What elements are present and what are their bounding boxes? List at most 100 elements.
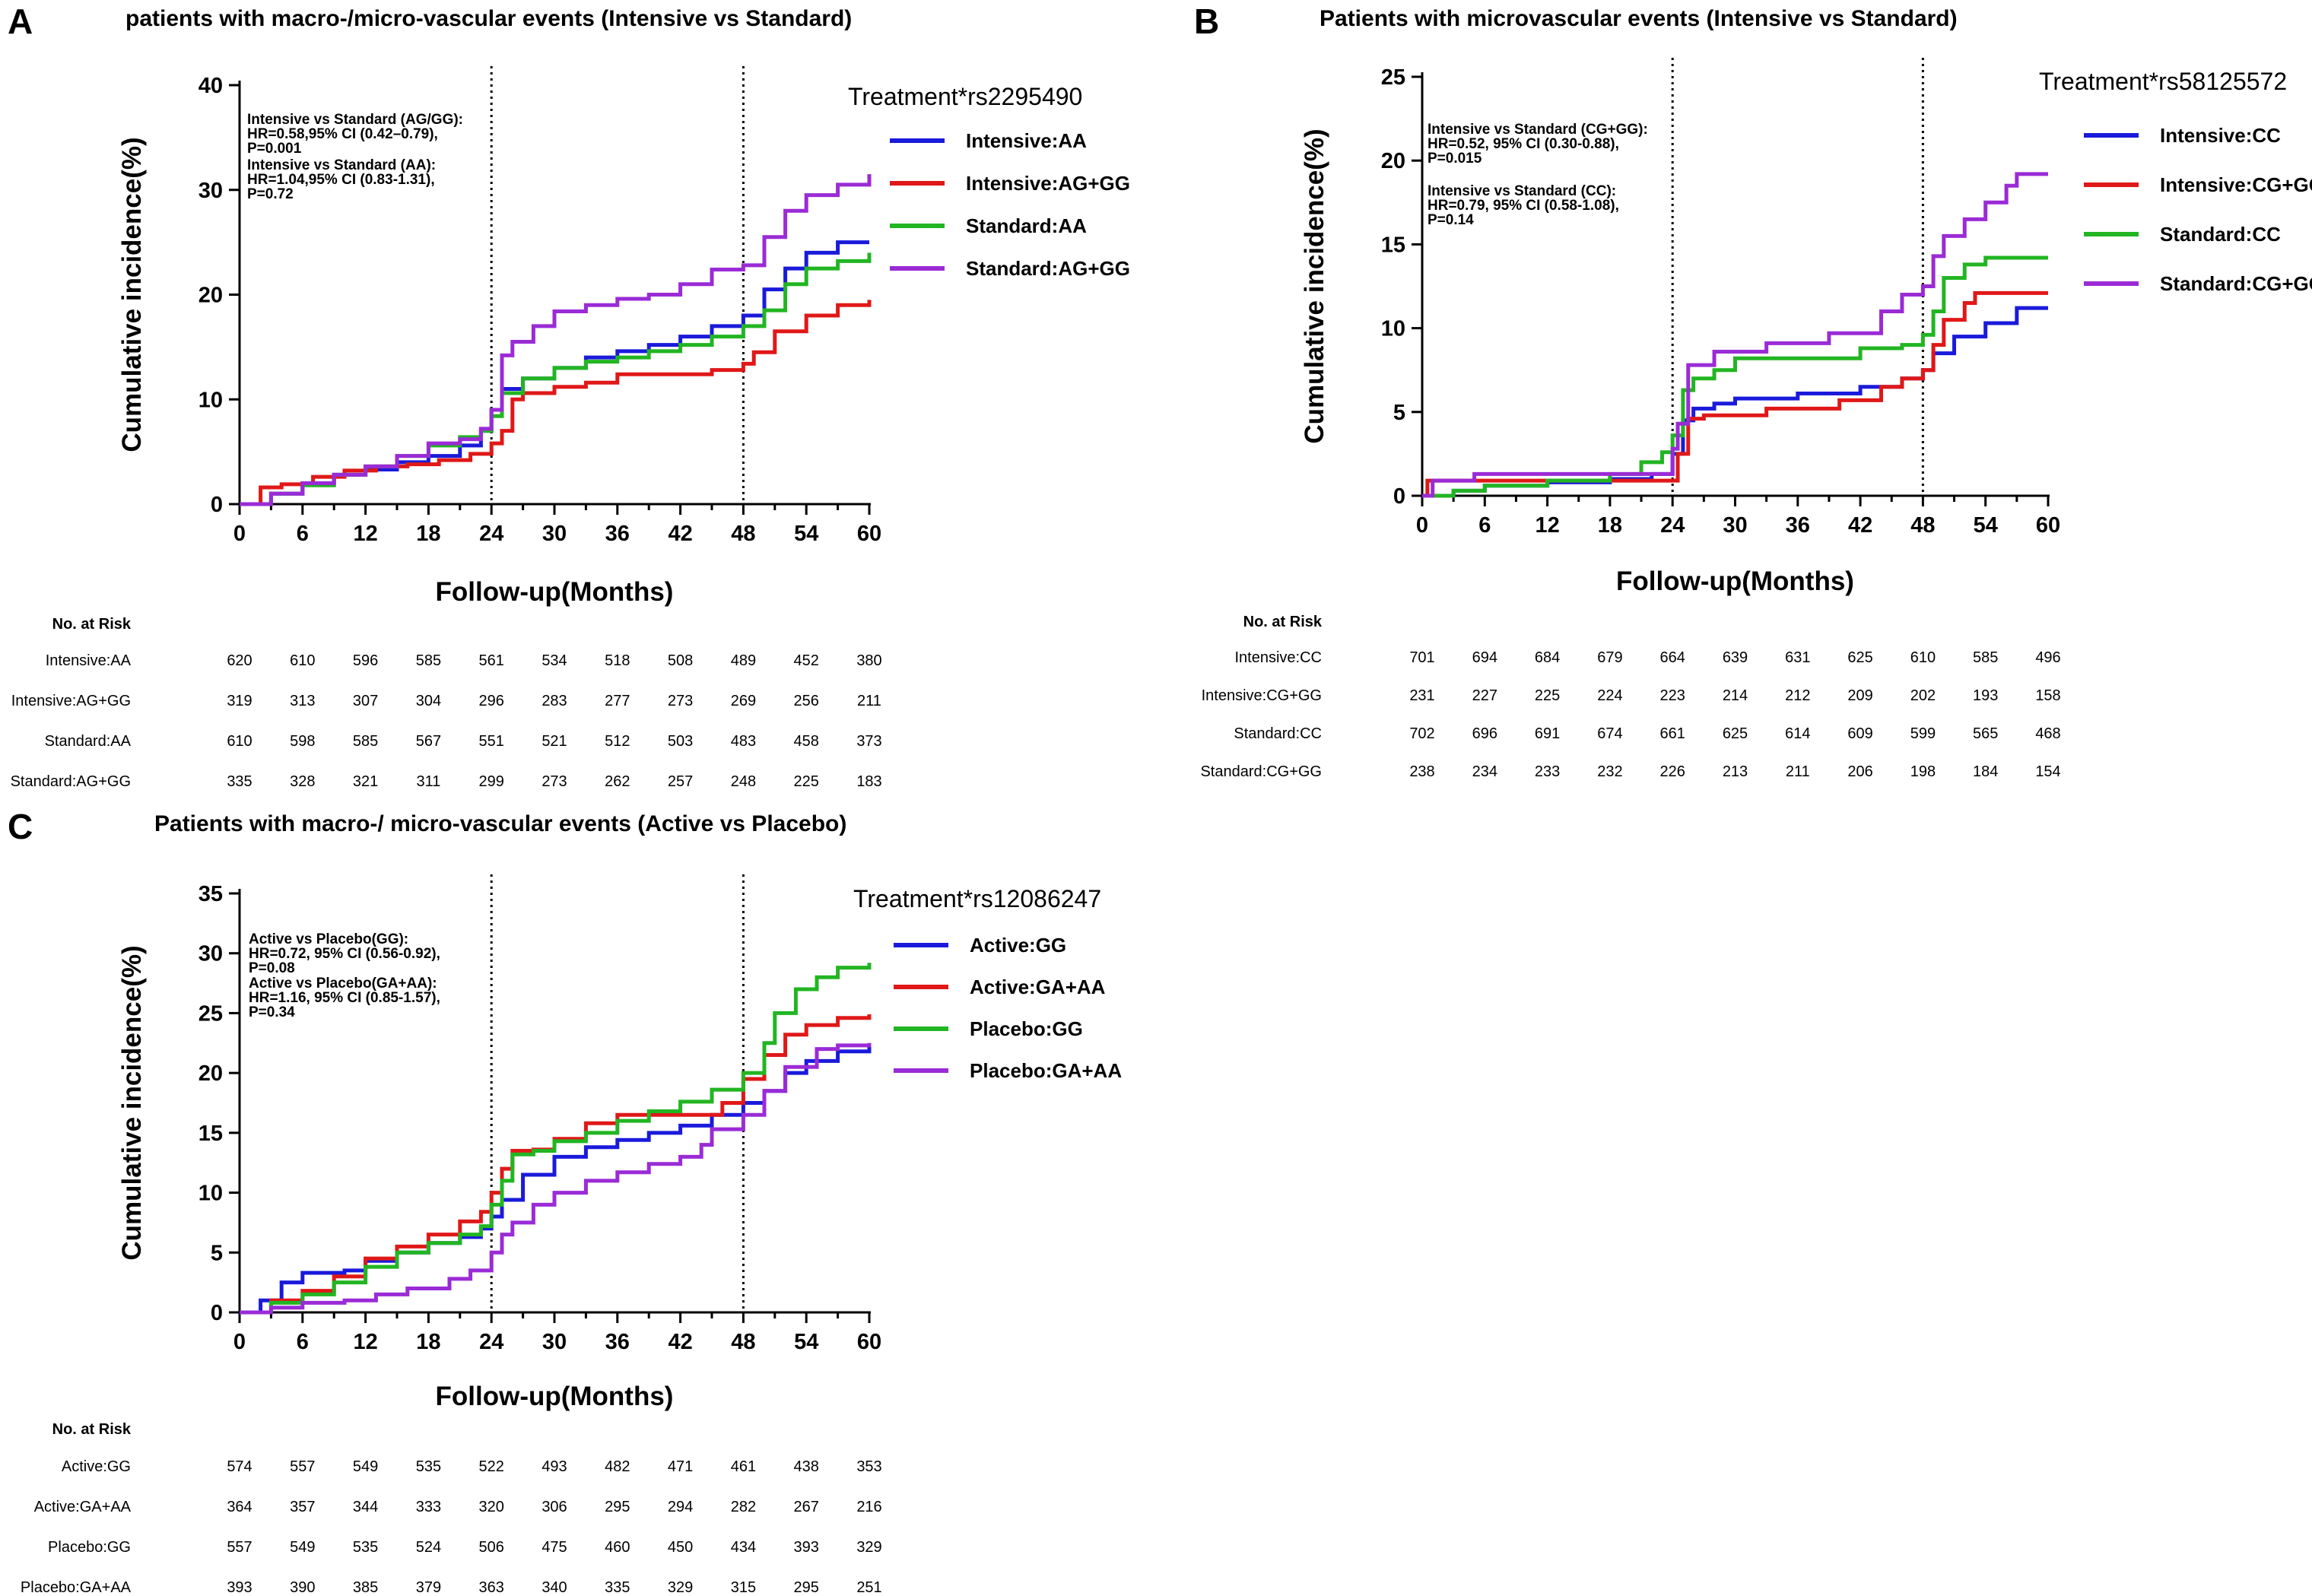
x-tick-label: 12 [353,1330,377,1354]
hr-annotation: P=0.001 [247,141,302,157]
risk-value: 585 [353,733,378,750]
risk-value: 458 [794,733,819,750]
x-tick-label: 42 [1848,513,1872,538]
risk-value: 364 [227,1499,252,1515]
risk-value: 393 [227,1579,252,1596]
risk-row-label: Intensive:CG+GG [1202,687,1322,704]
x-tick-label: 6 [1478,513,1491,538]
series-line [1422,290,2048,498]
x-tick-label: 36 [605,1330,630,1354]
risk-value: 213 [1723,763,1748,780]
risk-value: 256 [794,693,819,709]
risk-value: 283 [541,693,567,709]
risk-value: 294 [668,1499,693,1515]
risk-value: 304 [416,693,441,709]
risk-row-label: Placebo:GA+AA [21,1579,132,1596]
y-tick-label: 35 [198,882,223,906]
legend-entry: Standard:AA [966,214,1087,237]
risk-value: 231 [1409,687,1434,704]
risk-value: 385 [353,1579,378,1596]
hr-annotation: Intensive vs Standard (CC): [1428,183,1616,199]
risk-value: 257 [668,773,693,790]
risk-value: 214 [1723,687,1748,704]
risk-value: 625 [1723,725,1748,742]
x-tick-label: 54 [794,522,818,546]
risk-value: 313 [290,693,315,709]
risk-value: 277 [605,693,630,709]
risk-value: 452 [794,652,819,669]
risk-value: 625 [1847,649,1872,666]
hr-annotation: Intensive vs Standard (CG+GG): [1428,122,1648,138]
risk-value: 380 [856,652,881,669]
risk-value: 557 [290,1458,315,1475]
y-tick-label: 10 [198,1182,223,1206]
risk-value: 574 [227,1458,252,1475]
risk-row-label: Placebo:GG [48,1539,131,1556]
risk-table-header: No. at Risk [1243,614,1323,630]
legend-entry: Intensive:CC [2160,124,2281,147]
risk-value: 610 [227,733,252,750]
x-tick-label: 0 [1416,513,1428,538]
panel-letter: A [8,2,33,41]
x-tick-label: 48 [1910,513,1935,538]
risk-value: 282 [731,1499,756,1515]
risk-value: 154 [2035,763,2060,780]
risk-value: 483 [731,733,756,750]
series-line [1422,306,2048,498]
risk-value: 551 [479,733,504,750]
hr-annotation: HR=0.58,95% CI (0.42–0.79), [247,126,438,142]
risk-value: 549 [353,1458,378,1475]
risk-value: 296 [479,693,504,709]
y-axis-label: Cumulative incidence(%) [117,137,147,452]
hr-annotation: Active vs Placebo(GG): [249,931,408,947]
y-tick-label: 20 [198,1061,223,1086]
risk-table-header: No. at Risk [52,616,132,633]
risk-value: 321 [353,773,378,790]
hr-annotation: HR=0.79, 95% CI (0.58-1.08), [1428,198,1619,214]
y-tick-label: 15 [198,1122,223,1146]
hr-annotation: Intensive vs Standard (AG/GG): [247,112,463,128]
y-tick-label: 30 [198,179,223,203]
risk-value: 333 [416,1499,441,1515]
risk-value: 461 [731,1458,756,1475]
risk-value: 518 [605,652,630,669]
x-tick-label: 60 [857,522,881,546]
risk-value: 674 [1597,725,1622,742]
x-tick-label: 18 [416,1330,440,1354]
risk-value: 211 [857,693,881,709]
risk-value: 503 [668,733,693,750]
x-tick-label: 60 [857,1330,881,1354]
risk-value: 373 [856,733,881,750]
risk-value: 183 [856,773,881,790]
risk-value: 223 [1660,687,1685,704]
risk-value: 506 [479,1539,504,1556]
risk-value: 691 [1535,725,1560,742]
x-tick-label: 60 [2036,513,2060,538]
risk-value: 227 [1472,687,1497,704]
risk-value: 534 [541,652,567,669]
x-tick-label: 18 [416,522,440,546]
risk-value: 468 [2035,725,2060,742]
risk-row-label: Intensive:CC [1235,649,1323,666]
x-tick-label: 30 [542,1330,567,1354]
risk-value: 335 [227,773,252,790]
risk-value: 664 [1660,649,1685,666]
legend-title: Treatment*rs2295490 [848,83,1082,110]
risk-row-label: Intensive:AG+GG [11,693,131,709]
hr-annotation: P=0.08 [249,960,295,976]
risk-value: 335 [605,1579,630,1596]
legend-title: Treatment*rs58125572 [2039,68,2287,95]
panel-letter: B [1194,2,1219,41]
risk-value: 393 [794,1539,819,1556]
risk-value: 211 [1786,763,1810,780]
risk-value: 694 [1472,649,1497,666]
risk-value: 599 [1910,725,1936,742]
x-axis-label: Follow-up(Months) [436,577,674,607]
risk-row-label: Active:GA+AA [34,1499,132,1515]
risk-value: 631 [1785,649,1810,666]
legend-entry: Intensive:AG+GG [966,172,1130,195]
risk-row-label: Intensive:AA [46,652,132,669]
y-tick-label: 25 [198,1001,223,1026]
x-axis-label: Follow-up(Months) [1616,566,1854,596]
y-tick-label: 15 [1381,233,1405,257]
